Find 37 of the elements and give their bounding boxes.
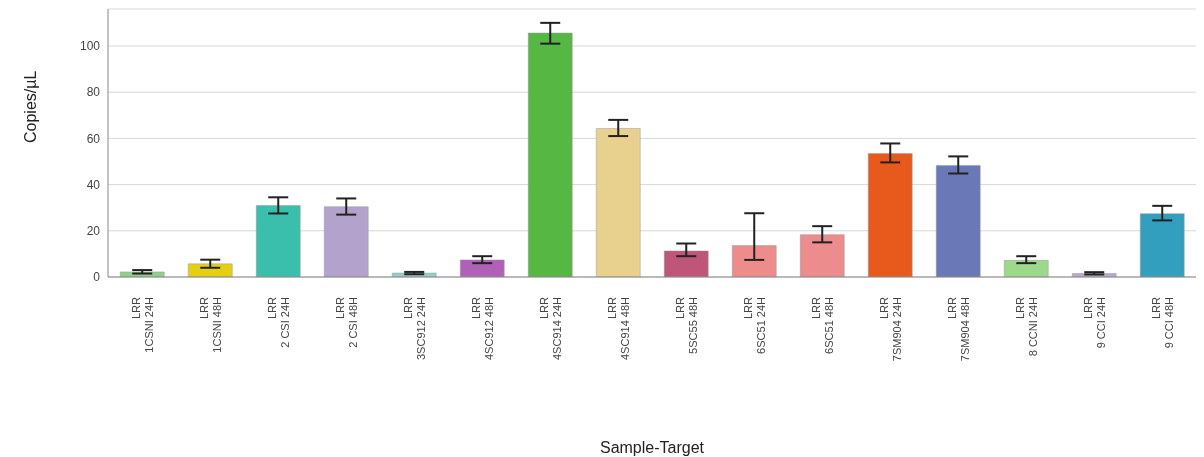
y-tick-label: 0 <box>93 270 101 285</box>
bar <box>527 32 573 277</box>
x-tick-label: LRR 4SC912 48H <box>469 296 495 360</box>
x-tick-label: LRR 5SC55 48H <box>673 296 699 354</box>
x-tick-label: LRR 7SM904 24H <box>877 296 903 362</box>
bar <box>595 128 641 277</box>
y-tick-label: 100 <box>79 39 101 54</box>
bar <box>867 153 913 277</box>
x-tick-label: LRR 7SM904 48H <box>945 296 971 362</box>
bar <box>731 245 777 277</box>
y-tick-label: 20 <box>86 224 101 239</box>
bar <box>323 206 369 277</box>
bar <box>187 263 233 277</box>
x-tick-label: LRR 1CSNI 24H <box>129 296 155 353</box>
y-tick-label: 40 <box>86 177 101 192</box>
x-axis-title: Sample-Target <box>599 439 705 456</box>
y-tick-label: 60 <box>86 131 101 146</box>
x-tick-label: LRR 3SC912 24H <box>401 296 427 360</box>
x-tick-label: LRR 6SC51 48H <box>809 296 835 354</box>
bar <box>935 165 981 277</box>
x-tick-label: LRR 2 CSI 24H <box>265 296 291 348</box>
x-tick-label: LRR 2 CSI 48H <box>333 296 359 348</box>
bar <box>1139 213 1185 277</box>
x-tick-label: LRR 6SC51 24H <box>741 296 767 354</box>
y-tick-label: 80 <box>86 85 101 100</box>
bar <box>459 259 505 277</box>
x-tick-label: LRR 9 CCI 24H <box>1081 296 1107 349</box>
bar <box>1003 260 1049 277</box>
x-tick-label: LRR 9 CCI 48H <box>1149 296 1175 349</box>
x-tick-label: LRR 1CSNI 48H <box>197 296 223 353</box>
y-axis-title: Copies/µL <box>21 70 39 143</box>
x-tick-label: LRR 8 CCNI 24H <box>1013 296 1039 357</box>
bar <box>799 234 845 277</box>
x-tick-label: LRR 4SC914 24H <box>537 296 563 360</box>
bar <box>663 250 709 277</box>
bar <box>255 205 301 277</box>
x-tick-label: LRR 4SC914 48H <box>605 296 631 360</box>
